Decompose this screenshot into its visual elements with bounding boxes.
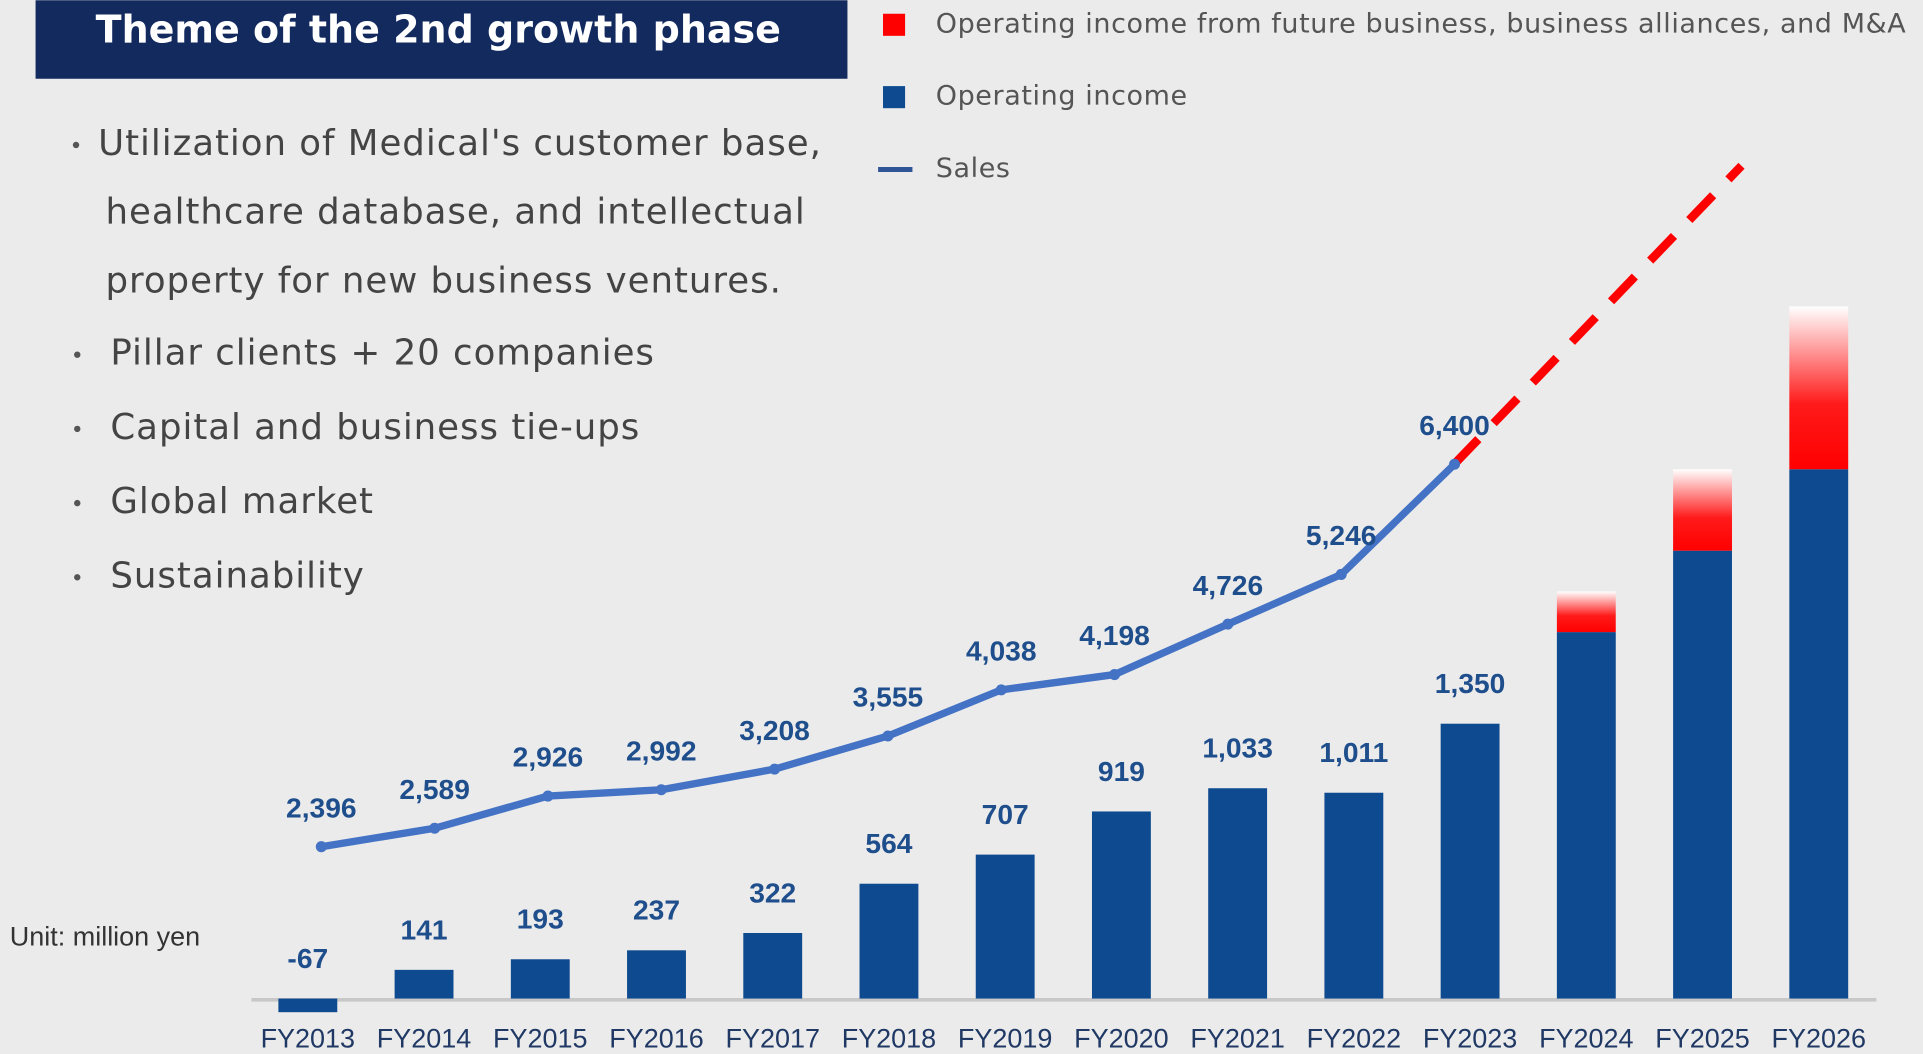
bullet-text: Sustainability: [110, 555, 364, 596]
bar-value-label: 141: [401, 913, 448, 945]
x-tick-label: FY2013: [261, 1023, 355, 1053]
sales-marker: [1448, 458, 1461, 470]
sales-marker: [995, 684, 1007, 696]
bar: [510, 959, 570, 999]
legend-label: Operating income from future business, b…: [936, 8, 1907, 39]
x-tick-label: FY2015: [493, 1023, 587, 1053]
bar: [975, 854, 1035, 999]
bar: [1556, 591, 1616, 633]
x-tick-label: FY2025: [1655, 1023, 1749, 1053]
bar: [1324, 792, 1384, 999]
line-value-label: 3,555: [853, 681, 924, 713]
line-value-label: 4,726: [1193, 569, 1264, 601]
bar-value-label: 564: [865, 827, 912, 859]
x-tick-label: FY2017: [725, 1023, 819, 1053]
x-tick-label: FY2018: [842, 1023, 936, 1053]
bullet-dot: [74, 425, 81, 433]
bullet-dot: [72, 141, 80, 149]
sales-marker: [429, 822, 441, 834]
line-value-label: 2,589: [399, 773, 470, 805]
line-value-label: 2,926: [513, 741, 584, 773]
bullet-list: Utilization of Medical's customer base, h…: [72, 123, 822, 596]
bullet-text: Pillar clients + 20 companies: [110, 333, 655, 374]
bullet-dot: [74, 574, 81, 581]
bar: [1673, 469, 1732, 551]
line-value-label: 4,198: [1079, 619, 1150, 651]
sales-marker: [542, 790, 554, 802]
line-value-label: 2,396: [286, 791, 357, 823]
legend: Operating income from future business, b…: [878, 8, 1906, 184]
bullet-text: Utilization of Medical's customer base,: [98, 123, 822, 164]
x-tick-label: FY2026: [1772, 1023, 1866, 1053]
bullet-text: property for new business ventures.: [105, 260, 781, 301]
bullet-text: Capital and business tie-ups: [110, 407, 640, 448]
title-box: [35, 0, 848, 79]
sales-marker: [1109, 669, 1121, 681]
title: Theme of the 2nd growth phase: [96, 8, 781, 52]
x-tick-label: FY2022: [1307, 1023, 1401, 1053]
sales-marker: [769, 763, 781, 775]
bar-value-label: 1,033: [1202, 732, 1273, 764]
legend-swatch: [883, 86, 906, 109]
sales-marker: [1222, 618, 1234, 630]
bar: [1091, 811, 1151, 999]
bullet-text: Global market: [110, 481, 374, 522]
bar-value-label: 1,350: [1435, 667, 1506, 699]
bar: [743, 932, 803, 999]
bar-value-label: -67: [287, 942, 328, 974]
unit-label: Unit: million yen: [10, 922, 200, 952]
legend-swatch: [883, 13, 906, 36]
bar-value-label: 237: [633, 894, 680, 926]
x-tick-label: FY2014: [377, 1023, 471, 1053]
x-tick-label: FY2020: [1074, 1023, 1168, 1053]
bar: [1789, 306, 1849, 470]
x-tick-label: FY2019: [958, 1023, 1052, 1053]
bar: [394, 969, 454, 999]
bar: [278, 998, 338, 1013]
bullet-text: healthcare database, and intellectual: [105, 192, 805, 233]
bar-value-label: 707: [982, 798, 1029, 830]
line-value-label: 5,246: [1306, 519, 1377, 551]
line-value-label: 2,992: [626, 734, 697, 766]
bar: [1440, 723, 1500, 999]
bar: [859, 883, 919, 999]
legend-label: Operating income: [936, 81, 1188, 112]
bar-value-label: 322: [749, 876, 796, 908]
x-tick-label: FY2021: [1190, 1023, 1284, 1053]
bar: [627, 950, 686, 999]
line-value-label: 6,400: [1419, 409, 1490, 441]
line-value-label: 3,208: [739, 714, 810, 746]
bullet-dot: [74, 499, 81, 507]
sales-marker: [882, 730, 894, 742]
x-tick-label: FY2016: [609, 1023, 703, 1053]
x-tick-label: FY2024: [1539, 1023, 1633, 1053]
sales-marker: [315, 841, 327, 853]
bullet-dot: [74, 351, 81, 358]
plot: FY2013 FY2014 FY2015 FY2016 FY2017 FY2018 FY20…: [261, 306, 1866, 1053]
bar: [1789, 469, 1849, 999]
bar: [1208, 788, 1268, 999]
bar: [1673, 550, 1732, 999]
x-tick-label: FY2023: [1423, 1023, 1517, 1053]
bar: [1556, 632, 1616, 999]
line-value-label: 4,038: [966, 635, 1037, 667]
legend-label: Sales: [936, 153, 1011, 184]
bar-value-label: 1,011: [1319, 736, 1388, 768]
bar-value-label: 919: [1098, 755, 1145, 787]
sales-marker: [655, 784, 667, 796]
sales-marker: [1335, 568, 1347, 580]
bar-value-label: 193: [517, 903, 564, 935]
projection-line: [1451, 162, 1745, 467]
